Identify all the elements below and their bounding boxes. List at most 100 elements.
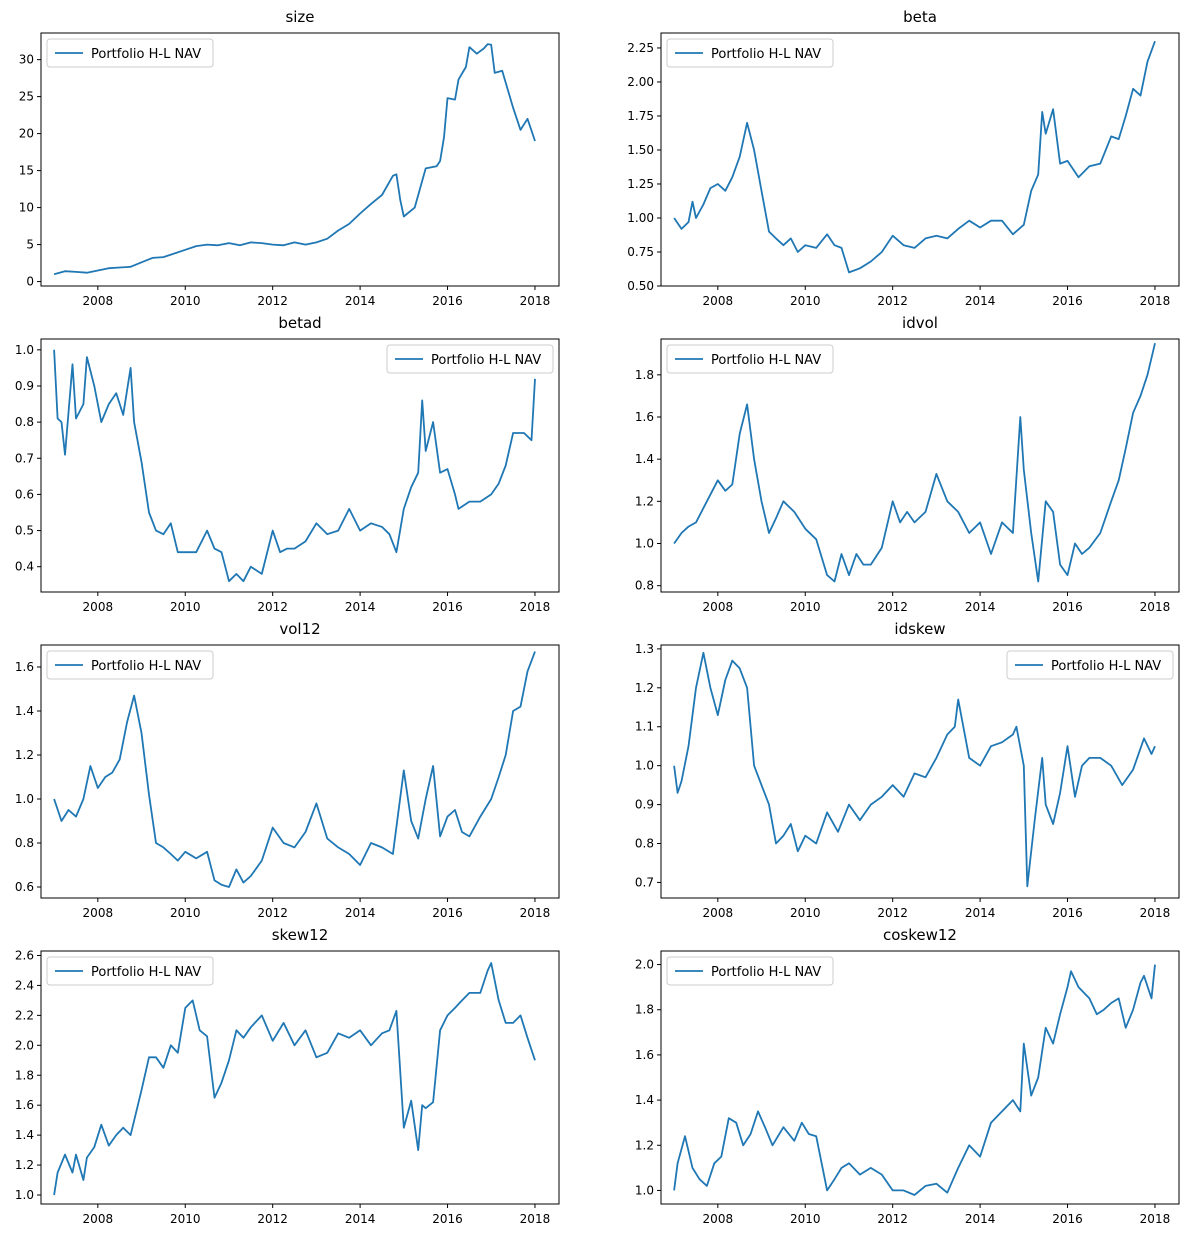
x-tick-label: 2016 bbox=[1052, 600, 1083, 614]
x-tick-label: 2010 bbox=[170, 906, 201, 920]
subplot-idskew: idskew 2008 2010 2012 2014 2016 2018 0.7 0.8 0.9 1… bbox=[635, 620, 1180, 920]
x-tick-label: 2008 bbox=[703, 1212, 734, 1226]
y-tick-label: 1.4 bbox=[635, 452, 654, 466]
y-tick-label: 0.75 bbox=[627, 245, 654, 259]
y-tick-label: 1.4 bbox=[635, 1093, 654, 1107]
y-tick-label: 2.25 bbox=[627, 41, 654, 55]
y-tick-label: 1.0 bbox=[635, 537, 654, 551]
x-tick-label: 2012 bbox=[877, 906, 908, 920]
x-tick-label: 2012 bbox=[257, 906, 288, 920]
plot-frame bbox=[660, 32, 1180, 287]
x-tick-label: 2014 bbox=[345, 294, 376, 308]
x-tick-label: 2018 bbox=[520, 294, 551, 308]
y-tick-label: 1.2 bbox=[15, 748, 34, 762]
y-tick-label: 1.6 bbox=[15, 660, 34, 674]
x-tick-label: 2018 bbox=[520, 906, 551, 920]
y-tick-label: 1.8 bbox=[635, 368, 654, 382]
subplot-coskew12: coskew12 2008 2010 2012 2014 2016 2018 1.0 1.2 1.… bbox=[635, 926, 1180, 1226]
plot-frame bbox=[40, 950, 560, 1205]
y-tick-label: 0.9 bbox=[15, 379, 34, 393]
x-tick-label: 2014 bbox=[965, 294, 996, 308]
legend-box bbox=[46, 650, 214, 680]
y-tick-label: 1.0 bbox=[15, 343, 34, 357]
x-tick-label: 2014 bbox=[965, 600, 996, 614]
legend-box bbox=[666, 38, 834, 68]
legend: Portfolio H-L NAV bbox=[46, 38, 214, 68]
x-tick-label: 2008 bbox=[703, 906, 734, 920]
y-tick-label: 2.00 bbox=[627, 75, 654, 89]
series-line bbox=[53, 962, 536, 1196]
y-tick-label: 0 bbox=[26, 275, 34, 289]
x-tick-label: 2018 bbox=[1140, 600, 1171, 614]
x-tick-label: 2008 bbox=[703, 294, 734, 308]
legend-box bbox=[46, 956, 214, 986]
legend-label: Portfolio H-L NAV bbox=[91, 659, 201, 674]
x-tick-label: 2016 bbox=[1052, 1212, 1083, 1226]
x-tick-label: 2008 bbox=[703, 600, 734, 614]
x-tick-label: 2014 bbox=[965, 906, 996, 920]
series-line bbox=[673, 342, 1156, 583]
y-tick-label: 1.8 bbox=[635, 1003, 654, 1017]
subplot-betad: betad 2008 2010 2012 2014 2016 2018 0.4 0.5 0.6 0.… bbox=[15, 314, 560, 614]
x-tick-label: 2016 bbox=[432, 294, 463, 308]
y-tick-label: 30 bbox=[19, 53, 34, 67]
subplot-title: beta bbox=[903, 8, 937, 26]
x-tick-label: 2008 bbox=[83, 600, 114, 614]
subplot-title: vol12 bbox=[279, 620, 320, 638]
y-tick-label: 1.4 bbox=[15, 704, 34, 718]
y-tick-label: 1.0 bbox=[15, 1188, 34, 1202]
plot-frame bbox=[40, 644, 560, 899]
subplot-title: skew12 bbox=[272, 926, 329, 944]
x-tick-label: 2012 bbox=[877, 1212, 908, 1226]
y-tick-label: 1.6 bbox=[635, 1048, 654, 1062]
y-tick-label: 1.4 bbox=[15, 1128, 34, 1142]
legend-box bbox=[46, 38, 214, 68]
y-tick-label: 2.0 bbox=[635, 958, 654, 972]
y-tick-label: 1.75 bbox=[627, 109, 654, 123]
legend-box bbox=[386, 344, 554, 374]
x-tick-label: 2016 bbox=[432, 1212, 463, 1226]
y-tick-label: 0.8 bbox=[15, 836, 34, 850]
y-tick-label: 1.2 bbox=[635, 494, 654, 508]
x-tick-label: 2008 bbox=[83, 1212, 114, 1226]
legend-label: Portfolio H-L NAV bbox=[91, 965, 201, 980]
x-tick-label: 2012 bbox=[257, 600, 288, 614]
x-tick-label: 2018 bbox=[520, 600, 551, 614]
series-line bbox=[53, 349, 536, 583]
y-tick-label: 1.50 bbox=[627, 143, 654, 157]
legend: Portfolio H-L NAV bbox=[1006, 650, 1174, 680]
subplot-grid: size 2008 2010 2012 2014 2016 2018 0 5 10 15 20 25 30… bbox=[15, 8, 1180, 1226]
series-line bbox=[673, 40, 1156, 274]
y-tick-label: 25 bbox=[19, 90, 34, 104]
x-tick-label: 2012 bbox=[877, 294, 908, 308]
subplot-beta: beta 2008 2010 2012 2014 2016 2018 0.50 0.75 1.00… bbox=[627, 8, 1180, 308]
y-tick-label: 0.7 bbox=[15, 451, 34, 465]
subplot-title: betad bbox=[278, 314, 321, 332]
x-tick-label: 2014 bbox=[345, 906, 376, 920]
legend-label: Portfolio H-L NAV bbox=[1051, 659, 1161, 674]
legend: Portfolio H-L NAV bbox=[666, 38, 834, 68]
y-tick-label: 1.1 bbox=[635, 720, 654, 734]
x-tick-label: 2008 bbox=[83, 294, 114, 308]
y-tick-label: 1.2 bbox=[635, 1138, 654, 1152]
x-tick-label: 2016 bbox=[432, 906, 463, 920]
y-tick-label: 1.2 bbox=[15, 1158, 34, 1172]
y-tick-label: 5 bbox=[26, 238, 34, 252]
plot-frame bbox=[40, 32, 560, 287]
legend-label: Portfolio H-L NAV bbox=[431, 353, 541, 368]
plot-frame bbox=[660, 950, 1180, 1205]
x-tick-label: 2010 bbox=[790, 906, 821, 920]
x-tick-label: 2008 bbox=[83, 906, 114, 920]
y-tick-label: 1.0 bbox=[635, 1183, 654, 1197]
x-tick-label: 2018 bbox=[1140, 906, 1171, 920]
y-tick-label: 2.2 bbox=[15, 1008, 34, 1022]
subplot-title: size bbox=[285, 8, 314, 26]
y-tick-label: 0.4 bbox=[15, 560, 34, 574]
plot-frame bbox=[660, 644, 1180, 899]
x-tick-label: 2016 bbox=[432, 600, 463, 614]
legend-box bbox=[666, 956, 834, 986]
y-tick-label: 1.0 bbox=[635, 759, 654, 773]
y-tick-label: 2.0 bbox=[15, 1038, 34, 1052]
series-line bbox=[53, 43, 536, 276]
